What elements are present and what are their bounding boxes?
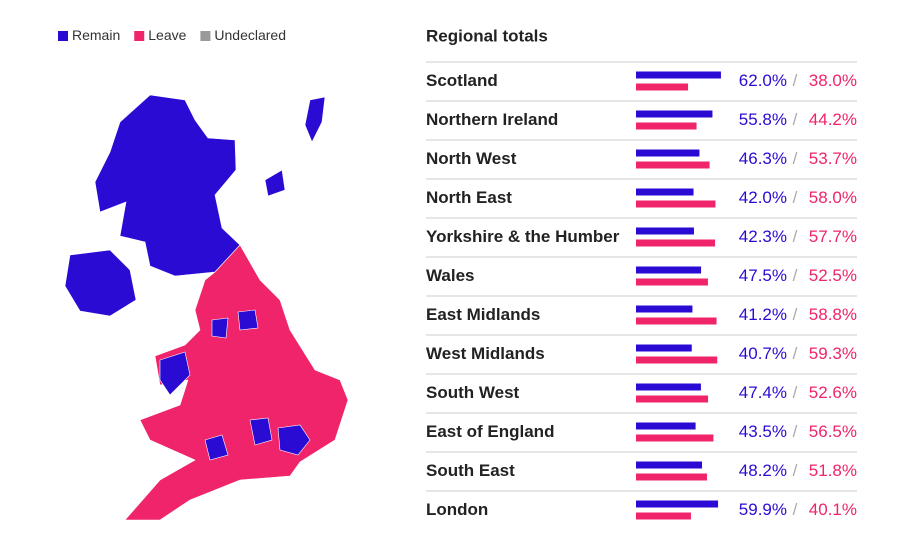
legend-swatch [134,31,145,41]
remain-pct: 40.7% [739,344,787,363]
leave-pct: 53.7% [809,149,857,168]
bar [636,110,713,118]
region-name: Northern Ireland [426,110,558,129]
separator: / [793,149,798,168]
bar [636,461,703,469]
bar [636,356,718,364]
bar [636,317,717,325]
legend-swatch [200,31,211,41]
legend-label: Leave [148,27,186,43]
map-england-wales [124,244,349,521]
leave-pct: 56.5% [809,422,857,441]
bar [636,227,694,235]
bar [636,161,710,169]
region-name: East of England [426,422,554,441]
bar [636,434,714,442]
bar [636,71,721,79]
region-name: Wales [426,266,475,285]
map-hebrides [264,169,286,197]
leave-pct: 57.7% [809,227,857,246]
uk-map [64,94,349,521]
remain-pct: 43.5% [739,422,787,441]
separator: / [793,71,798,90]
bar [636,395,709,403]
separator: / [793,110,798,129]
separator: / [793,500,798,519]
map-remain-oxford [249,417,273,446]
legend-swatch [58,31,68,41]
bar [636,266,702,274]
leave-pct: 52.5% [809,266,857,285]
bar [636,83,689,91]
region-name: North West [426,149,517,168]
separator: / [793,461,798,480]
legend: Remain Leave Undeclared [58,27,286,43]
bar [636,473,707,481]
remain-pct: 47.4% [739,383,787,402]
remain-pct: 55.8% [739,110,787,129]
bar [636,383,701,391]
bar [636,344,692,352]
remain-pct: 59.9% [739,500,787,519]
region-name: Scotland [426,71,498,90]
region-name: London [426,500,488,519]
legend-label: Remain [72,27,120,43]
map-remain-bristol [204,434,229,461]
bar [636,200,716,208]
region-name: South West [426,383,520,402]
separator: / [793,422,798,441]
table-title: Regional totals [426,26,548,45]
bar [636,122,697,130]
region-name: South East [426,461,515,480]
remain-pct: 48.2% [739,461,787,480]
map-remain-manchester [237,309,259,331]
map-scotland [94,94,241,277]
separator: / [793,344,798,363]
bar [636,500,719,508]
region-name: West Midlands [426,344,545,363]
separator: / [793,227,798,246]
map-remain-london [277,424,311,456]
remain-pct: 42.0% [739,188,787,207]
remain-pct: 62.0% [739,71,787,90]
legend-label: Undeclared [214,27,286,43]
remain-pct: 46.3% [739,149,787,168]
separator: / [793,266,798,285]
bar [636,149,700,157]
bar [636,188,694,196]
region-name: Yorkshire & the Humber [426,227,620,246]
bar [636,422,696,430]
bar [636,278,708,286]
leave-pct: 51.8% [809,461,857,480]
leave-pct: 59.3% [809,344,857,363]
region-name: North East [426,188,512,207]
leave-pct: 40.1% [809,500,857,519]
leave-pct: 38.0% [809,71,857,90]
map-remain-leeds [211,317,229,339]
bar [636,512,691,520]
bar [636,305,693,313]
remain-pct: 47.5% [739,266,787,285]
map-northern-ireland [64,249,137,317]
leave-pct: 58.8% [809,305,857,324]
remain-pct: 42.3% [739,227,787,246]
bar [636,239,716,247]
map-remain-wales [159,351,191,396]
region-name: East Midlands [426,305,540,324]
remain-pct: 41.2% [739,305,787,324]
leave-pct: 52.6% [809,383,857,402]
leave-pct: 58.0% [809,188,857,207]
separator: / [793,188,798,207]
separator: / [793,383,798,402]
leave-pct: 44.2% [809,110,857,129]
map-shetland [304,96,326,143]
separator: / [793,305,798,324]
